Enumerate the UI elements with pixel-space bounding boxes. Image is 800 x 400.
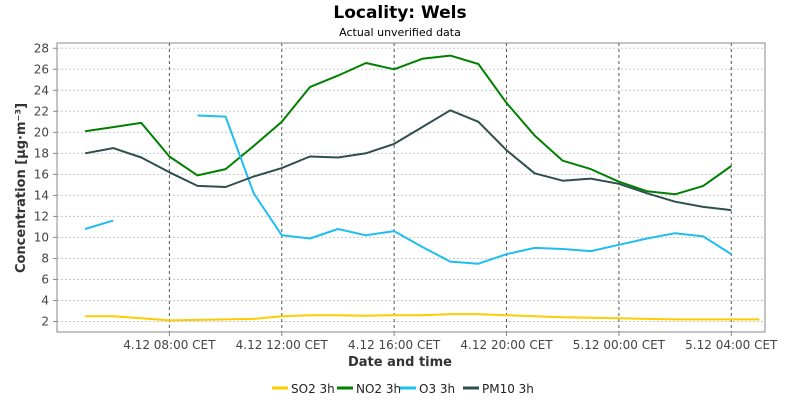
series-line-no2-3h [84,54,732,196]
x-tick-label: 5.12 04:00 CET [685,338,778,352]
chart-subtitle: Actual unverified data [339,26,461,39]
y-axis-label: Concentration [µg·m⁻³] [14,103,29,273]
y-tick-label: 10 [34,230,49,244]
y-tick-label: 8 [41,251,49,265]
y-tick-label: 14 [34,188,49,202]
y-tick-label: 26 [34,62,49,76]
grid [57,43,765,332]
x-tick-label: 4.12 16:00 CET [348,338,441,352]
y-tick-label: 28 [34,41,49,55]
y-tick-label: 6 [41,272,49,286]
legend-item-o3-3h: O3 3h [400,382,455,396]
x-axis-label: Date and time [348,355,452,370]
series-lines [84,54,760,322]
series-line-so2-3h [85,313,760,322]
legend-label: SO2 3h [291,382,335,396]
legend-label: O3 3h [419,382,455,396]
series-line-o3-3h [84,219,114,230]
x-tick-label: 4.12 12:00 CET [236,338,329,352]
x-tick-label: 5.12 00:00 CET [573,338,666,352]
y-tick-label: 18 [34,146,49,160]
x-tick-label: 4.12 08:00 CET [123,338,216,352]
y-tick-label: 4 [41,293,49,307]
x-axis-ticks: 4.12 08:00 CET 4.12 12:00 CET 4.12 16:00 C… [123,332,778,352]
legend: SO2 3h NO2 3h O3 3h PM10 3h [272,382,534,396]
legend-item-pm10-3h: PM10 3h [463,382,534,396]
legend-label: PM10 3h [482,382,534,396]
y-tick-label: 20 [34,125,49,139]
series-line-o3-3h [197,114,732,265]
chart-title: Locality: Wels [333,3,466,23]
y-tick-label: 24 [34,83,49,97]
legend-item-no2-3h: NO2 3h [337,382,401,396]
x-tick-label: 4.12 20:00 CET [460,338,553,352]
y-tick-label: 16 [34,167,49,181]
legend-item-so2-3h: SO2 3h [272,382,335,396]
y-tick-label: 22 [34,104,49,118]
legend-label: NO2 3h [356,382,401,396]
y-tick-label: 12 [34,209,49,223]
series-line-pm10-3h [84,109,732,212]
y-tick-label: 2 [41,314,49,328]
plot-area [56,42,766,333]
